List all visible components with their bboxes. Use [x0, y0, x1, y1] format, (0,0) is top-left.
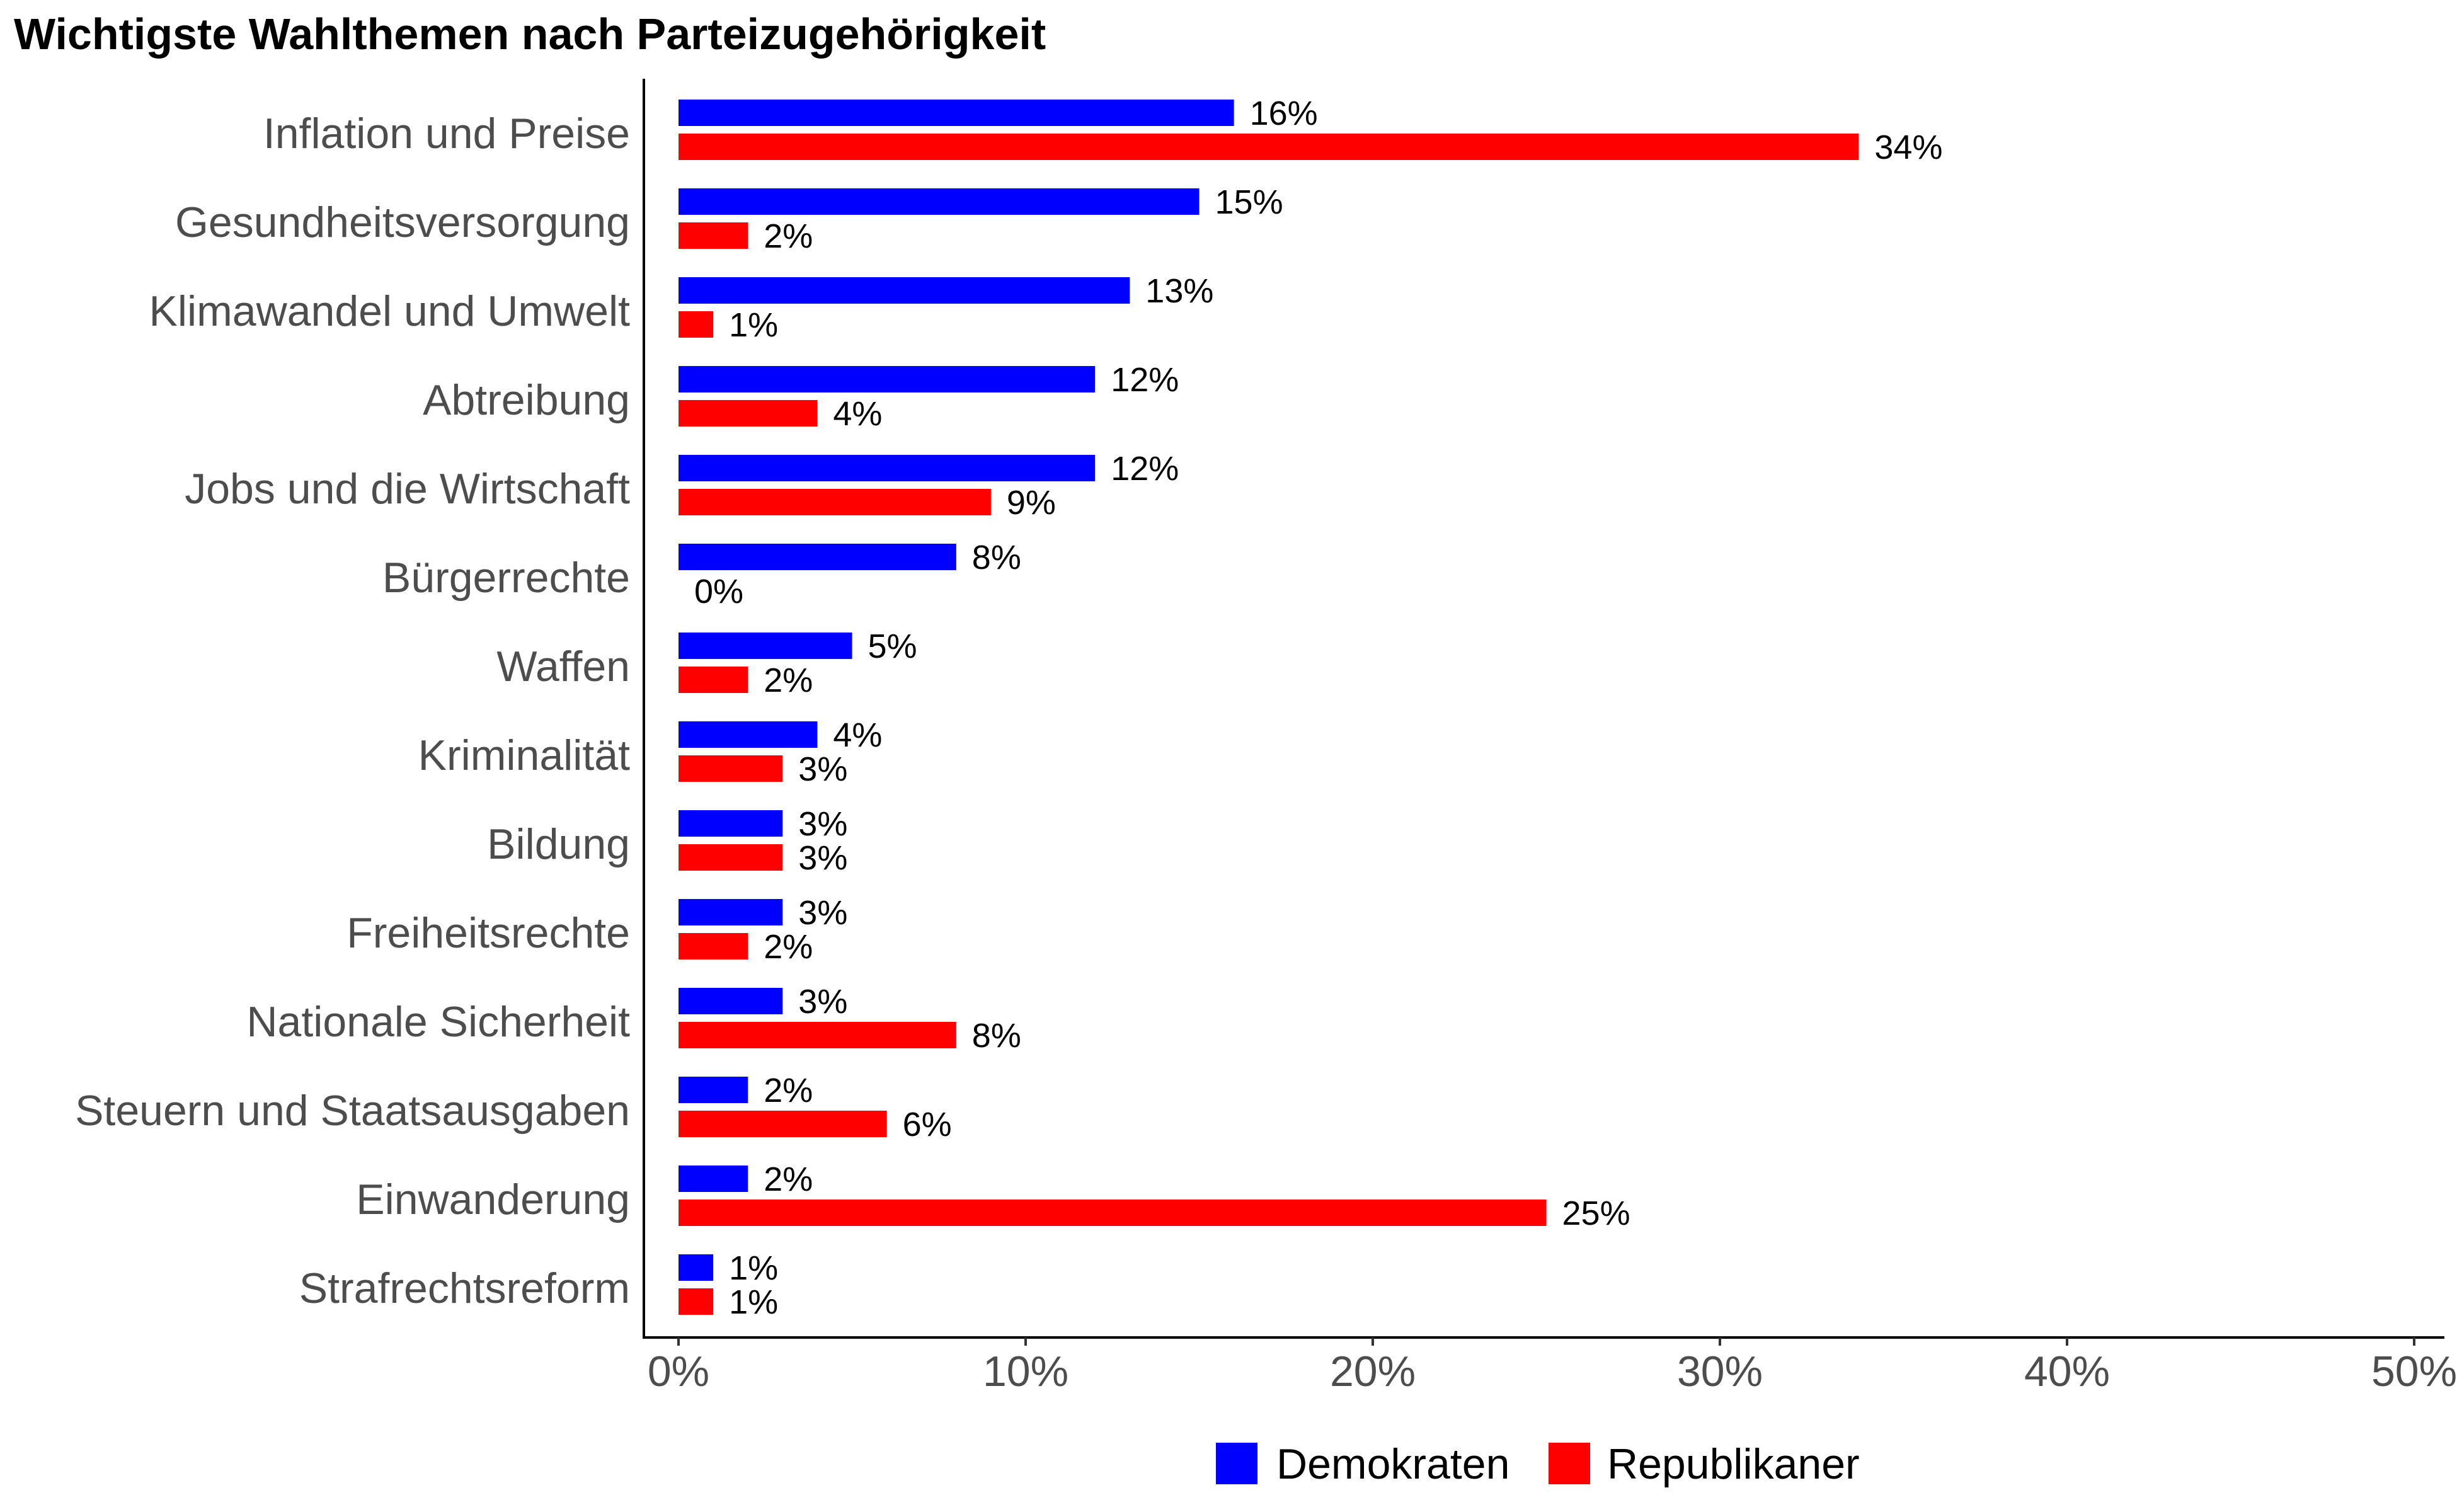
category-label: Freiheitsrechte [346, 909, 630, 957]
bar-demokraten [679, 988, 783, 1014]
data-label: 12% [1111, 450, 1179, 488]
data-label: 4% [833, 716, 882, 754]
legend-republikaner: Republikaner [1549, 1440, 1860, 1488]
data-label: 9% [1007, 484, 1056, 522]
bar-republikaner [679, 933, 748, 959]
data-label: 4% [833, 395, 882, 433]
data-label: 1% [729, 306, 778, 344]
bar-republikaner [679, 1022, 956, 1048]
data-label: 3% [798, 839, 847, 877]
legend-label: Republikaner [1607, 1440, 1860, 1488]
category-label: Waffen [496, 643, 630, 690]
bar-republikaner [679, 222, 748, 249]
bar-republikaner [679, 134, 1859, 160]
bar-demokraten [679, 1254, 714, 1281]
legend-swatch [1549, 1443, 1590, 1484]
data-label: 12% [1111, 361, 1179, 399]
category-label: Bildung [487, 820, 630, 868]
data-label: 6% [903, 1106, 952, 1143]
x-tick-label: 30% [1677, 1348, 1763, 1395]
category-label: Nationale Sicherheit [246, 998, 630, 1046]
data-label: 25% [1562, 1194, 1630, 1232]
bar-demokraten [679, 810, 783, 837]
data-label: 5% [868, 627, 917, 665]
legend-label: Demokraten [1276, 1440, 1509, 1488]
legend: Demokraten Republikaner [1216, 1440, 1860, 1488]
data-label: 3% [798, 894, 847, 932]
data-label: 0% [694, 573, 743, 610]
legend-demokraten: Demokraten [1216, 1440, 1509, 1488]
bar-demokraten [679, 366, 1096, 392]
data-label: 3% [798, 805, 847, 843]
x-tick-label: 40% [2024, 1348, 2110, 1395]
data-label: 34% [1874, 129, 1942, 166]
bar-republikaner [679, 489, 991, 515]
data-label: 8% [972, 1017, 1021, 1055]
bar-republikaner [679, 1111, 887, 1137]
bar-republikaner [679, 1200, 1547, 1226]
data-label: 2% [764, 928, 813, 966]
bar-demokraten [679, 1166, 748, 1192]
category-label: Strafrechtsreform [299, 1264, 630, 1312]
data-labels: 16%34%15%2%13%1%12%4%12%9%8%0%5%2%4%3%3%… [694, 94, 1942, 1321]
category-label: Steuern und Staatsausgaben [75, 1087, 630, 1135]
x-tick-label: 20% [1330, 1348, 1416, 1395]
category-label: Abtreibung [423, 376, 630, 424]
bar-demokraten [679, 188, 1200, 215]
bar-republikaner [679, 667, 748, 693]
data-label: 2% [764, 217, 813, 255]
data-label: 3% [798, 750, 847, 788]
category-label: Inflation und Preise [263, 110, 630, 158]
bar-demokraten [679, 899, 783, 925]
bar-demokraten [679, 721, 818, 748]
data-label: 1% [729, 1249, 778, 1287]
data-label: 15% [1215, 183, 1283, 221]
category-label: Einwanderung [356, 1176, 630, 1223]
bar-republikaner [679, 755, 783, 782]
category-label: Gesundheitsversorgung [175, 198, 630, 246]
data-label: 2% [764, 662, 813, 699]
data-label: 8% [972, 539, 1021, 576]
bar-republikaner [679, 844, 783, 871]
bar-demokraten [679, 544, 956, 570]
legend-swatch [1216, 1443, 1257, 1484]
data-label: 1% [729, 1283, 778, 1321]
bar-republikaner [679, 311, 714, 338]
x-tick-label: 10% [983, 1348, 1068, 1395]
bar-demokraten [679, 1077, 748, 1103]
x-tick-label: 50% [2371, 1348, 2457, 1395]
category-label: Bürgerrechte [382, 554, 630, 602]
data-label: 2% [764, 1160, 813, 1198]
data-label: 2% [764, 1072, 813, 1109]
category-label: Klimawandel und Umwelt [149, 287, 631, 335]
bar-republikaner [679, 1288, 714, 1315]
category-label: Kriminalität [418, 731, 630, 779]
bar-demokraten [679, 100, 1234, 126]
data-label: 16% [1250, 94, 1318, 132]
bars [679, 100, 1859, 1315]
bar-republikaner [679, 400, 818, 427]
x-axis-ticks: 0% 10% 20% 30% 40% 50% [648, 1337, 2457, 1395]
bar-demokraten [679, 277, 1130, 304]
data-label: 13% [1145, 272, 1213, 310]
chart-title: Wichtigste Wahlthemen nach Parteizugehör… [14, 9, 1046, 59]
category-labels: Inflation und Preise Gesundheitsversorgun… [75, 110, 630, 1312]
bar-demokraten [679, 455, 1096, 481]
category-label: Jobs und die Wirtschaft [185, 465, 630, 513]
data-label: 3% [798, 983, 847, 1021]
x-tick-label: 0% [648, 1348, 709, 1395]
bar-demokraten [679, 633, 852, 659]
